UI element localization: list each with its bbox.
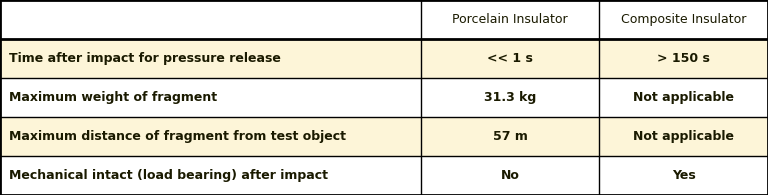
- Text: Porcelain Insulator: Porcelain Insulator: [452, 13, 568, 26]
- Text: Yes: Yes: [672, 169, 695, 182]
- Bar: [0, 156, 421, 195]
- Bar: [421, 39, 599, 78]
- Text: > 150 s: > 150 s: [657, 52, 710, 65]
- Bar: [599, 78, 768, 117]
- Text: Not applicable: Not applicable: [633, 130, 734, 143]
- Bar: [421, 117, 599, 156]
- Text: Not applicable: Not applicable: [633, 91, 734, 104]
- Text: No: No: [501, 169, 519, 182]
- Bar: [0, 0, 421, 39]
- Bar: [599, 39, 768, 78]
- Text: Maximum weight of fragment: Maximum weight of fragment: [9, 91, 217, 104]
- Text: Time after impact for pressure release: Time after impact for pressure release: [9, 52, 281, 65]
- Text: 57 m: 57 m: [492, 130, 528, 143]
- Bar: [421, 78, 599, 117]
- Text: Mechanical intact (load bearing) after impact: Mechanical intact (load bearing) after i…: [9, 169, 328, 182]
- Bar: [0, 39, 421, 78]
- Text: Maximum distance of fragment from test object: Maximum distance of fragment from test o…: [9, 130, 346, 143]
- Bar: [599, 117, 768, 156]
- Bar: [599, 0, 768, 39]
- Bar: [0, 117, 421, 156]
- Bar: [599, 156, 768, 195]
- Text: 31.3 kg: 31.3 kg: [484, 91, 536, 104]
- Bar: [0, 78, 421, 117]
- Bar: [421, 156, 599, 195]
- Text: Composite Insulator: Composite Insulator: [621, 13, 746, 26]
- Text: << 1 s: << 1 s: [487, 52, 533, 65]
- Bar: [421, 0, 599, 39]
